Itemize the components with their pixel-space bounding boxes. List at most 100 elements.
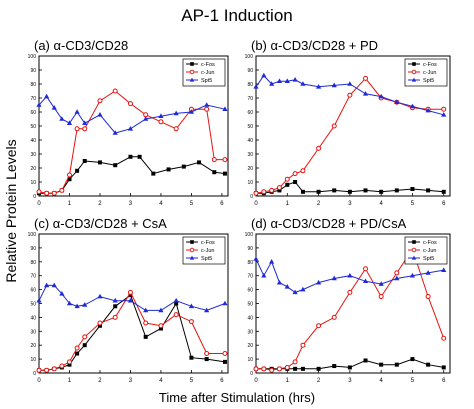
data-point-spt5 xyxy=(188,303,195,309)
data-point-c-jun xyxy=(36,367,42,373)
data-point-spt5 xyxy=(315,84,322,89)
data-point-c-jun xyxy=(112,314,118,320)
data-point-c-fos xyxy=(426,188,431,193)
x-tick-label: 1 xyxy=(286,201,290,207)
data-point-c-fos xyxy=(394,362,399,367)
data-point-c-fos xyxy=(97,323,102,328)
y-tick-label: 0 xyxy=(33,194,36,200)
data-point-spt5 xyxy=(44,93,50,99)
data-point-c-fos xyxy=(128,154,133,159)
legend-label: c-Jun xyxy=(423,248,436,254)
data-point-c-jun xyxy=(425,294,431,300)
legend-marker xyxy=(189,77,195,82)
data-point-c-jun xyxy=(253,190,259,196)
data-point-spt5 xyxy=(204,102,210,107)
data-point-spt5 xyxy=(44,282,50,288)
x-tick-label: 4 xyxy=(379,378,383,384)
y-tick-label: 10 xyxy=(30,357,36,363)
data-point-spt5 xyxy=(441,267,447,272)
series-line-spt5 xyxy=(38,95,226,134)
data-point-spt5 xyxy=(300,286,306,292)
data-point-c-fos xyxy=(166,167,171,172)
data-point-spt5 xyxy=(284,78,290,83)
data-point-c-jun xyxy=(269,367,275,373)
x-tick-label: 4 xyxy=(379,201,383,207)
y-tick-label: 30 xyxy=(247,152,253,158)
data-point-c-jun xyxy=(59,187,65,193)
data-point-spt5 xyxy=(425,270,431,275)
y-tick-label: 50 xyxy=(30,302,36,308)
data-point-c-jun xyxy=(158,323,164,329)
x-tick-label: 0 xyxy=(254,378,258,384)
y-tick-label: 50 xyxy=(247,302,253,308)
data-point-spt5 xyxy=(253,256,259,261)
data-point-spt5 xyxy=(127,297,134,303)
y-tick-label: 70 xyxy=(30,96,36,102)
y-axis-label: Relative Protein Levels xyxy=(3,139,19,282)
data-point-c-jun xyxy=(97,98,103,104)
data-point-c-jun xyxy=(261,189,267,195)
data-point-c-jun xyxy=(363,266,369,272)
data-point-c-fos xyxy=(293,366,298,371)
legend-marker xyxy=(190,62,194,66)
data-point-spt5 xyxy=(300,81,306,86)
data-point-c-jun xyxy=(74,126,80,132)
y-tick-label: 70 xyxy=(247,96,253,102)
data-point-c-jun xyxy=(143,320,149,326)
data-point-c-jun xyxy=(211,157,217,163)
legend-label: c-Fos xyxy=(201,62,215,68)
data-point-spt5 xyxy=(269,81,275,86)
legend: c-Fos c-Jun Spt5 xyxy=(404,58,448,87)
x-tick-label: 6 xyxy=(442,378,446,384)
panel-0: 0 10 20 30 40 50 60 70 80 90 100 0 1 2 3 4 5 6 (a) α-CD3/C… xyxy=(28,38,229,207)
data-point-c-fos xyxy=(67,362,72,367)
x-tick-label: 4 xyxy=(159,201,163,207)
y-tick-label: 90 xyxy=(247,246,253,252)
data-point-c-fos xyxy=(197,160,202,165)
x-axis-label: Time after Stimulation (hrs) xyxy=(159,390,315,405)
data-point-c-jun xyxy=(204,351,210,357)
series-line-c-jun xyxy=(255,77,444,194)
data-point-c-jun xyxy=(188,319,194,325)
data-point-c-fos xyxy=(300,366,305,371)
data-point-spt5 xyxy=(394,99,400,104)
legend-label: Spt5 xyxy=(423,78,434,84)
y-tick-label: 40 xyxy=(247,315,253,321)
series-line-c-jun xyxy=(38,90,225,194)
data-point-c-fos xyxy=(332,364,337,369)
data-point-spt5 xyxy=(112,297,118,303)
data-point-c-fos xyxy=(189,355,194,360)
y-tick-label: 0 xyxy=(250,194,253,200)
data-point-c-jun xyxy=(331,123,337,129)
data-point-spt5 xyxy=(331,275,337,281)
data-point-c-fos xyxy=(285,182,290,187)
data-point-c-jun xyxy=(204,106,210,112)
data-point-spt5 xyxy=(276,279,283,285)
legend-label: Spt5 xyxy=(201,78,212,84)
legend-marker xyxy=(411,77,417,82)
x-tick-label: 0 xyxy=(37,378,41,384)
data-point-c-jun xyxy=(66,359,72,365)
data-point-c-jun xyxy=(127,289,133,295)
data-point-c-fos xyxy=(137,154,142,159)
data-point-c-jun xyxy=(112,88,118,94)
data-point-c-jun xyxy=(363,75,369,81)
data-point-c-jun xyxy=(59,363,65,369)
data-point-c-fos xyxy=(332,188,337,193)
data-point-c-fos xyxy=(151,171,156,176)
data-point-c-fos xyxy=(174,301,179,306)
data-point-spt5 xyxy=(97,112,103,117)
legend-marker xyxy=(411,69,417,75)
y-tick-label: 20 xyxy=(247,166,253,172)
data-point-c-jun xyxy=(36,189,42,195)
data-point-spt5 xyxy=(253,84,259,89)
data-point-spt5 xyxy=(188,109,195,114)
data-point-c-fos xyxy=(222,171,227,176)
y-tick-label: 100 xyxy=(245,232,254,238)
series-line-c-jun xyxy=(256,248,445,371)
legend-marker xyxy=(412,240,416,244)
data-point-spt5 xyxy=(51,282,57,288)
data-point-c-jun xyxy=(261,366,267,372)
y-tick-label: 40 xyxy=(247,138,253,144)
y-tick-label: 50 xyxy=(30,124,36,130)
